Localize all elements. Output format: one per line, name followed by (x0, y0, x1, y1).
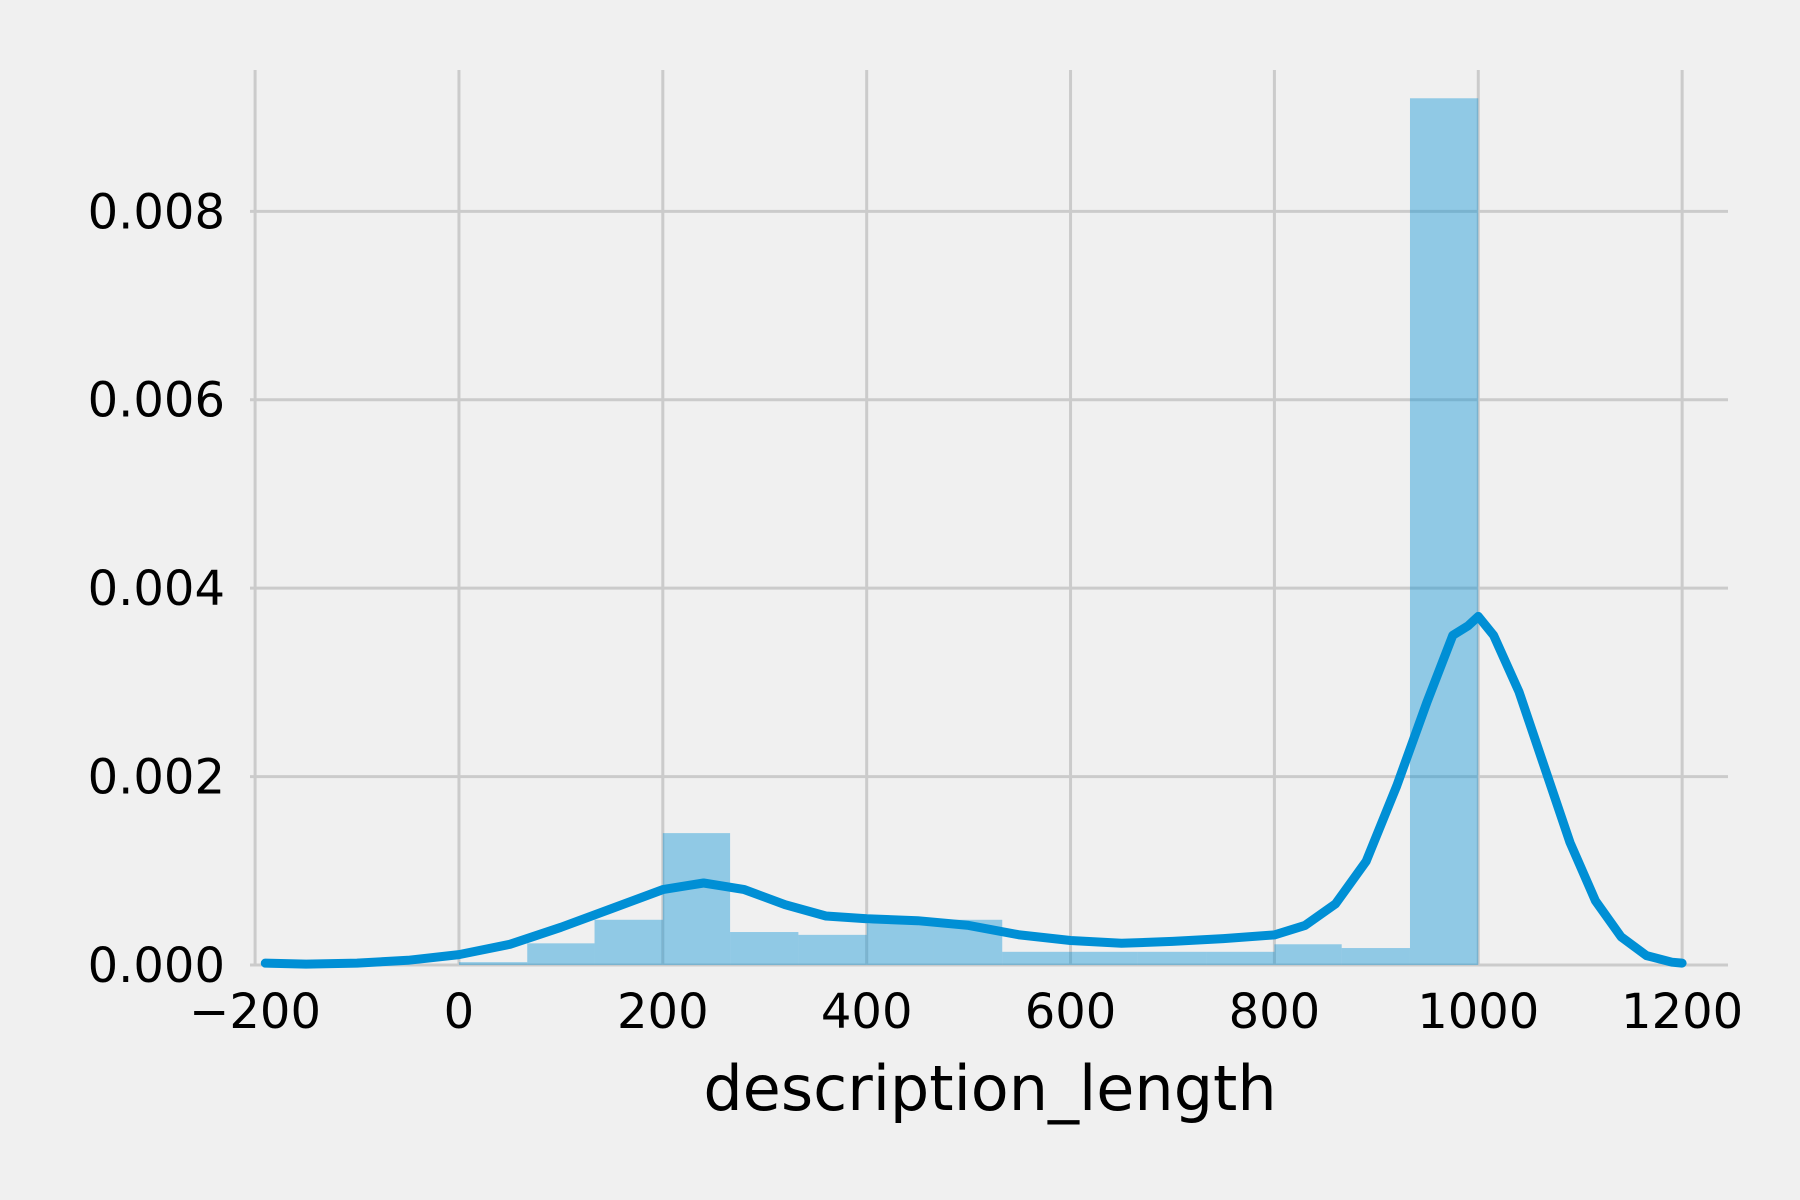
x-tick-label: −200 (189, 984, 321, 1040)
x-tick-label: 1200 (1621, 984, 1743, 1040)
histogram-bar (458, 962, 528, 965)
histogram-bar (594, 919, 663, 965)
y-tick-label: 0.008 (88, 184, 225, 240)
x-tick-label: 0 (444, 984, 475, 1040)
histogram-bar (730, 932, 799, 965)
histogram-bar (866, 923, 934, 965)
histogram-bar (662, 833, 731, 965)
x-tick-label: 800 (1229, 984, 1321, 1040)
histogram-bar (1137, 951, 1207, 965)
grid-layer (250, 70, 1728, 967)
y-tick-label: 0.002 (88, 750, 225, 806)
histogram-bar (1002, 951, 1071, 965)
histogram-bar (1409, 98, 1479, 965)
histogram-bar (798, 934, 867, 965)
x-tick-label: 600 (1025, 984, 1117, 1040)
kde-line-layer (260, 611, 1687, 969)
tick-labels: −200 0 200 400 600 800 1000 1200 0.000 0.002 0.004… (88, 184, 1744, 1040)
histogram-bars (458, 98, 1479, 965)
histogram-bar (1341, 948, 1410, 965)
y-tick-label: 0.000 (88, 938, 225, 994)
y-tick-label: 0.004 (88, 561, 225, 617)
histogram-bar (1206, 951, 1275, 965)
histogram-bar (1274, 944, 1342, 965)
histogram-bar (1070, 951, 1138, 965)
x-tick-label: 200 (617, 984, 709, 1040)
y-tick-label: 0.006 (88, 373, 225, 429)
kde-density-line (260, 611, 1687, 969)
x-axis-label: description_length (703, 1052, 1276, 1125)
x-tick-label: 1000 (1417, 984, 1539, 1040)
histogram-bar (527, 943, 595, 965)
x-tick-label: 400 (821, 984, 913, 1040)
